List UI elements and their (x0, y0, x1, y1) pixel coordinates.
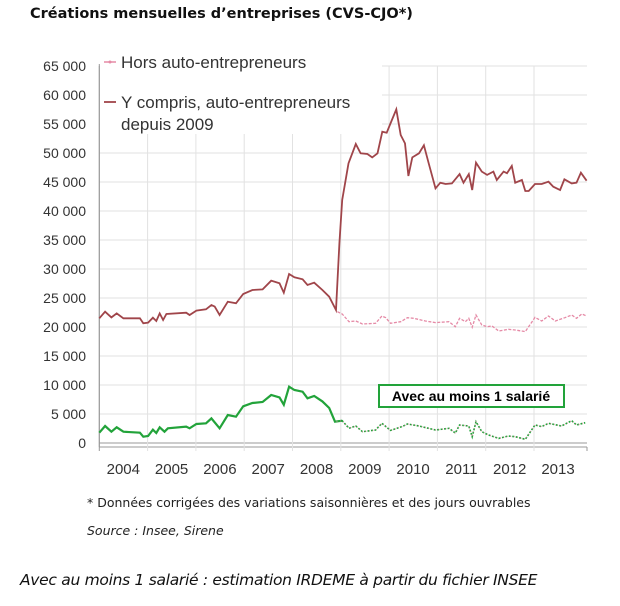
annotation-box: Avec au moins 1 salarié (378, 384, 565, 408)
source: Source : Insee, Sirene (87, 523, 224, 538)
x-tick-label: 2004 (107, 461, 140, 478)
y-tick-label: 5 000 (51, 406, 86, 422)
x-tick-label: 2010 (396, 461, 429, 478)
legend-background (100, 50, 382, 134)
y-tick-label: 25 000 (43, 290, 86, 306)
x-tick-label: 2008 (300, 461, 333, 478)
x-tick-label: 2007 (252, 461, 285, 478)
y-tick-label: 35 000 (43, 232, 86, 248)
legend-label-ycompris-1: Y compris, auto-entrepreneurs (121, 93, 350, 112)
legend: Hors auto-entrepreneurs Y compris, auto-… (104, 53, 350, 134)
line-chart: 0 5 000 10 000 15 000 20 000 25 000 30 000 35 0… (43, 50, 588, 478)
y-tick-label: 45 000 (43, 174, 86, 190)
series-line-salarie-pink-overlay (334, 420, 586, 440)
x-tick-label: 2012 (493, 461, 526, 478)
x-tick-label: 2006 (203, 461, 236, 478)
y-tick-label: 55 000 (43, 116, 86, 132)
caption: Avec au moins 1 salarié : estimation IRD… (20, 571, 538, 589)
series-line-salarie (98, 385, 343, 438)
x-tick-label: 2013 (541, 461, 574, 478)
y-tick-label: 65 000 (43, 58, 86, 74)
y-tick-label: 0 (78, 435, 86, 451)
annotation-label: Avec au moins 1 salarié (392, 388, 550, 404)
series-line-ycompris (98, 106, 588, 325)
legend-label-hors: Hors auto-entrepreneurs (121, 53, 306, 72)
y-axis-ticks: 0 5 000 10 000 15 000 20 000 25 000 30 000 35 0… (43, 58, 86, 451)
series-line-hors (337, 311, 587, 333)
series-line-salarie-dotted (334, 419, 586, 441)
x-tick-label: 2009 (348, 461, 381, 478)
y-tick-label: 20 000 (43, 319, 86, 335)
series-lines (98, 106, 588, 441)
y-tick-label: 60 000 (43, 87, 86, 103)
y-tick-label: 10 000 (43, 377, 86, 393)
x-tick-label: 2011 (445, 461, 477, 478)
legend-label-ycompris-2: depuis 2009 (121, 115, 214, 134)
y-tick-label: 15 000 (43, 348, 86, 364)
y-tick-label: 40 000 (43, 203, 86, 219)
x-tick-label: 2005 (155, 461, 188, 478)
y-tick-label: 50 000 (43, 145, 86, 161)
chart-title: Créations mensuelles d’entreprises (CVS-… (30, 6, 413, 22)
y-tick-label: 30 000 (43, 261, 86, 277)
x-axis-ticks: 2004 2005 2006 2007 2008 2009 2010 2011 2012 2013 (107, 461, 575, 478)
footnote: * Données corrigées des variations saiso… (87, 495, 531, 510)
